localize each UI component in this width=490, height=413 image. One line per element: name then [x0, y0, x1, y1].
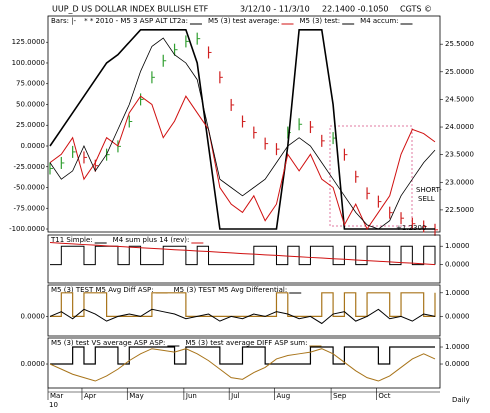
symbol: UUP_D US DOLLAR INDEX BULLISH ETF: [52, 5, 209, 14]
legend-label: M4 sum plus 14 (rev):: [113, 236, 190, 244]
period-label: Daily: [452, 396, 470, 404]
y-tick-label: 125.0000: [12, 38, 45, 46]
y2-tick-label: 0.0000: [445, 360, 470, 368]
series-line: [50, 346, 435, 365]
annotation: SELL: [418, 195, 435, 203]
series-line: [49, 28, 435, 230]
y-tick-label: -50.0000: [14, 184, 45, 192]
y-tick-label: 0.0000: [21, 360, 46, 368]
legend-label: M4 accum:: [360, 17, 398, 25]
legend-label: M5 (3) test:: [300, 17, 341, 25]
annotation: SHORT-: [416, 186, 442, 194]
series-line: [49, 95, 436, 231]
panel-frame: [47, 234, 441, 284]
date-range: 3/12/10 - 11/3/10: [240, 5, 310, 14]
x-tick-label: Jul: [230, 392, 240, 400]
panel-frame: [47, 337, 441, 389]
y-tick-label: 25.0000: [16, 121, 45, 129]
x-tick-label: Apr: [84, 392, 96, 400]
y2-tick-label: 25.0000: [445, 68, 474, 76]
legend-label: M5 (3) test VS average ASP ASP:: [51, 339, 165, 347]
y-tick-label: 75.0000: [16, 80, 45, 88]
series-line: [49, 242, 436, 266]
y-tick-label: 100.0000: [12, 59, 45, 67]
y2-tick-label: 24.0000: [445, 123, 474, 131]
y2-tick-label: 25.5000: [445, 40, 474, 48]
legend-label: M5 (3) test average:: [208, 17, 280, 25]
y-tick-label: 0.0000: [21, 312, 46, 320]
series-line: [49, 308, 436, 325]
legend-label: M5 (3) TEST M5 Avg Diff ASP:: [51, 286, 154, 294]
series-line: [49, 37, 436, 230]
y-tick-label: -75.0000: [14, 204, 45, 212]
legend-label: M5 (3) test average DIFF ASP sum:: [185, 339, 307, 347]
legend-label: * * 2010 - M5 3 ASP ALT LT2a:: [84, 17, 188, 25]
trade-box: [329, 125, 413, 227]
y-tick-label: 0.0000: [21, 142, 46, 150]
y2-tick-label: 0.0000: [445, 312, 470, 320]
y2-tick-label: 1.0000: [445, 289, 470, 297]
credit: CGTS ©: [400, 5, 432, 14]
y2-tick-label: 22.5000: [445, 206, 474, 214]
y-tick-label: 50.0000: [16, 100, 45, 108]
legend-label: T11 Simple:: [50, 236, 93, 244]
y2-tick-label: 24.5000: [445, 95, 474, 103]
x-tick-label: May: [129, 392, 143, 400]
x-tick-label: Oct: [378, 392, 390, 400]
x-tick-label: Jun: [185, 392, 197, 400]
quote: 22.1400 -0.1050: [322, 5, 389, 14]
x-tick-label: Sep: [333, 392, 347, 400]
y2-tick-label: 23.0000: [445, 178, 474, 186]
series-line: [49, 348, 436, 382]
y2-tick-label: 1.0000: [445, 242, 470, 250]
x-tick-label: Aug: [276, 392, 290, 400]
y2-tick-label: 0.0000: [445, 261, 470, 269]
annotation: +1.2300: [396, 224, 426, 232]
x-tick-label: Mar: [50, 392, 63, 400]
y2-tick-label: 23.5000: [445, 151, 474, 159]
y-tick-label: -25.0000: [14, 163, 45, 171]
series-line: [50, 292, 436, 318]
y-tick-label: -100.0000: [9, 225, 45, 233]
y2-tick-label: 1.0000: [445, 343, 470, 351]
year-label: 10: [49, 401, 58, 409]
panel-frame: [47, 15, 441, 233]
panel-frame: [47, 284, 441, 337]
series-line: [50, 245, 436, 266]
legend-label: M5 (3) TEST M5 Avg Differential:: [174, 286, 288, 294]
legend-label: Bars: |-: [51, 17, 77, 25]
